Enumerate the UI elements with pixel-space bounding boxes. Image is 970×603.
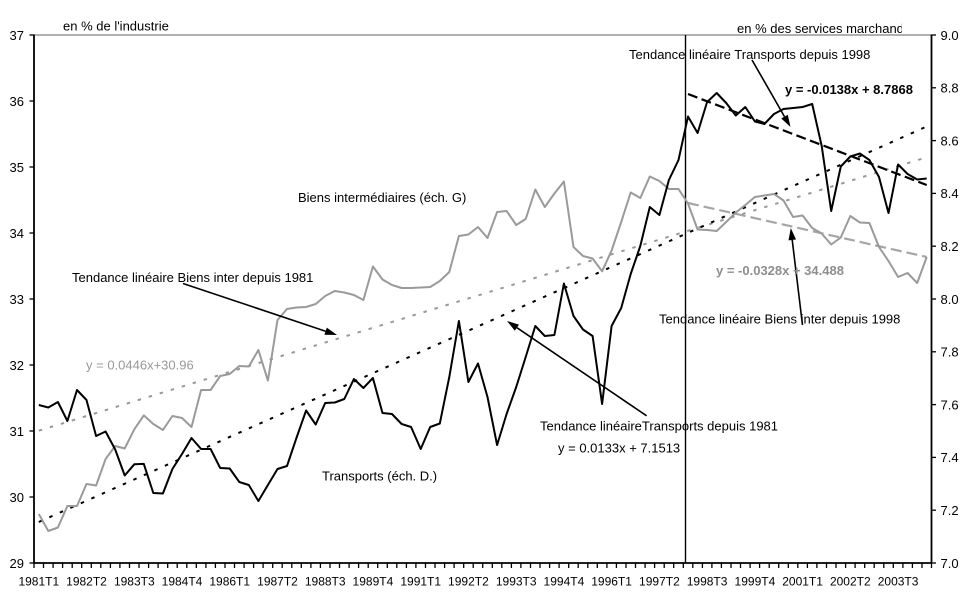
svg-text:y = -0.0328x + 34.488: y = -0.0328x + 34.488 <box>716 263 844 278</box>
svg-text:1989T4: 1989T4 <box>353 575 394 589</box>
svg-text:32: 32 <box>10 358 24 373</box>
svg-text:35: 35 <box>10 160 24 175</box>
svg-text:y = 0.0133x + 7.1513: y = 0.0133x + 7.1513 <box>558 441 680 456</box>
svg-text:31: 31 <box>10 424 24 439</box>
svg-text:1996T1: 1996T1 <box>591 575 632 589</box>
svg-text:30: 30 <box>10 490 24 505</box>
svg-text:1997T2: 1997T2 <box>639 575 680 589</box>
svg-text:2003T3: 2003T3 <box>878 575 919 589</box>
svg-text:1982T2: 1982T2 <box>66 575 107 589</box>
svg-text:7.6: 7.6 <box>941 397 959 412</box>
svg-text:36: 36 <box>10 94 24 109</box>
svg-text:1992T2: 1992T2 <box>448 575 489 589</box>
svg-text:2001T1: 2001T1 <box>782 575 823 589</box>
svg-text:Transports (éch. D.): Transports (éch. D.) <box>322 469 437 484</box>
svg-text:34: 34 <box>10 226 24 241</box>
svg-text:Biens intermédiaires (éch. G): Biens intermédiaires (éch. G) <box>298 190 466 205</box>
svg-text:1993T3: 1993T3 <box>496 575 537 589</box>
svg-text:8.2: 8.2 <box>941 239 959 254</box>
svg-text:1988T3: 1988T3 <box>305 575 346 589</box>
svg-text:Tendance linéaire Biens inter: Tendance linéaire Biens inter depuis 198… <box>72 270 313 285</box>
svg-text:29: 29 <box>10 556 24 571</box>
svg-text:Tendance linéaire Transports d: Tendance linéaire Transports depuis 1998 <box>629 47 870 62</box>
svg-text:y = -0.0138x + 8.7868: y = -0.0138x + 8.7868 <box>785 82 913 97</box>
svg-text:1983T3: 1983T3 <box>114 575 155 589</box>
svg-text:1984T4: 1984T4 <box>162 575 203 589</box>
svg-text:8.6: 8.6 <box>941 133 959 148</box>
svg-text:en % de l'industrie: en % de l'industrie <box>63 19 169 34</box>
svg-text:en % des services marchands: en % des services marchands <box>737 21 911 36</box>
svg-text:Tendance linéaire Biens inter: Tendance linéaire Biens inter depuis 199… <box>659 312 900 327</box>
svg-text:1998T3: 1998T3 <box>687 575 728 589</box>
svg-text:7.8: 7.8 <box>941 345 959 360</box>
svg-text:8.8: 8.8 <box>941 81 959 96</box>
svg-text:1986T1: 1986T1 <box>209 575 250 589</box>
svg-text:8.4: 8.4 <box>941 186 959 201</box>
svg-text:1987T2: 1987T2 <box>257 575 298 589</box>
svg-text:Tendance linéaireTransports de: Tendance linéaireTransports depuis 1981 <box>540 419 778 434</box>
svg-text:1994T4: 1994T4 <box>544 575 585 589</box>
svg-text:1999T4: 1999T4 <box>735 575 776 589</box>
svg-text:1981T1: 1981T1 <box>18 575 59 589</box>
svg-text:33: 33 <box>10 292 24 307</box>
svg-text:37: 37 <box>10 28 24 43</box>
svg-text:8.0: 8.0 <box>941 292 959 307</box>
svg-text:9.0: 9.0 <box>941 28 959 43</box>
svg-text:7.0: 7.0 <box>941 556 959 571</box>
svg-text:7.4: 7.4 <box>941 450 959 465</box>
svg-text:y = 0.0446x+30.96: y = 0.0446x+30.96 <box>86 358 194 373</box>
svg-text:7.2: 7.2 <box>941 503 959 518</box>
svg-text:1991T1: 1991T1 <box>400 575 441 589</box>
svg-text:2002T2: 2002T2 <box>830 575 871 589</box>
